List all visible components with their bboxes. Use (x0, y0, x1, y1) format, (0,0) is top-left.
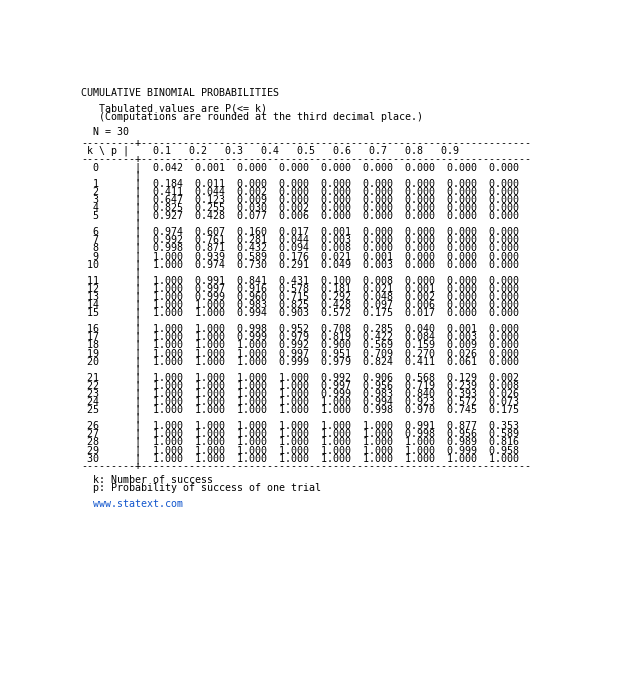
Text: CUMULATIVE BINOMIAL PROBABILITIES: CUMULATIVE BINOMIAL PROBABILITIES (81, 88, 279, 98)
Text: 2      |  0.411  0.044  0.002  0.000  0.000  0.000  0.000  0.000  0.000: 2 | 0.411 0.044 0.002 0.000 0.000 0.000 … (81, 186, 519, 197)
Text: k: Number of success: k: Number of success (81, 475, 213, 485)
Text: 18      |  1.000  1.000  1.000  0.992  0.900  0.569  0.159  0.009  0.000: 18 | 1.000 1.000 1.000 0.992 0.900 0.569… (81, 340, 519, 351)
Text: 24      |  1.000  1.000  1.000  1.000  1.000  0.994  0.923  0.572  0.073: 24 | 1.000 1.000 1.000 1.000 1.000 0.994… (81, 397, 519, 407)
Text: 15      |  1.000  1.000  0.994  0.903  0.572  0.175  0.017  0.000  0.000: 15 | 1.000 1.000 0.994 0.903 0.572 0.175… (81, 308, 519, 318)
Text: 6      |  0.974  0.607  0.160  0.017  0.001  0.000  0.000  0.000  0.000: 6 | 0.974 0.607 0.160 0.017 0.001 0.000 … (81, 227, 519, 237)
Text: 11      |  1.000  0.991  0.841  0.431  0.100  0.008  0.000  0.000  0.000: 11 | 1.000 0.991 0.841 0.431 0.100 0.008… (81, 275, 519, 286)
Text: 13      |  1.000  0.999  0.960  0.715  0.292  0.048  0.002  0.000  0.000: 13 | 1.000 0.999 0.960 0.715 0.292 0.048… (81, 291, 519, 302)
Text: 23      |  1.000  1.000  1.000  1.000  0.999  0.983  0.840  0.393  0.026: 23 | 1.000 1.000 1.000 1.000 0.999 0.983… (81, 388, 519, 399)
Text: 3      |  0.647  0.123  0.009  0.000  0.000  0.000  0.000  0.000  0.000: 3 | 0.647 0.123 0.009 0.000 0.000 0.000 … (81, 195, 519, 205)
Text: 17      |  1.000  1.000  0.999  0.979  0.819  0.422  0.084  0.003  0.000: 17 | 1.000 1.000 0.999 0.979 0.819 0.422… (81, 332, 519, 342)
Text: k \ p |    0.1   0.2   0.3   0.4   0.5   0.6   0.7   0.8   0.9: k \ p | 0.1 0.2 0.3 0.4 0.5 0.6 0.7 0.8 … (81, 146, 459, 157)
Text: |: | (81, 364, 141, 375)
Text: www.statext.com: www.statext.com (81, 499, 183, 509)
Text: Tabulated values are P(<= k): Tabulated values are P(<= k) (81, 104, 267, 114)
Text: (Computations are rounded at the third decimal place.): (Computations are rounded at the third d… (81, 112, 423, 121)
Text: 7      |  0.992  0.761  0.281  0.044  0.003  0.000  0.000  0.000  0.000: 7 | 0.992 0.761 0.281 0.044 0.003 0.000 … (81, 235, 519, 246)
Text: |: | (81, 413, 141, 423)
Text: 16      |  1.000  1.000  0.998  0.952  0.708  0.285  0.040  0.001  0.000: 16 | 1.000 1.000 0.998 0.952 0.708 0.285… (81, 324, 519, 335)
Text: 29      |  1.000  1.000  1.000  1.000  1.000  1.000  1.000  0.999  0.958: 29 | 1.000 1.000 1.000 1.000 1.000 1.000… (81, 445, 519, 455)
Text: 20      |  1.000  1.000  1.000  0.999  0.979  0.824  0.411  0.061  0.000: 20 | 1.000 1.000 1.000 0.999 0.979 0.824… (81, 356, 519, 366)
Text: 22      |  1.000  1.000  1.000  1.000  0.997  0.956  0.719  0.239  0.008: 22 | 1.000 1.000 1.000 1.000 0.997 0.956… (81, 380, 519, 391)
Text: 1      |  0.184  0.011  0.000  0.000  0.000  0.000  0.000  0.000  0.000: 1 | 0.184 0.011 0.000 0.000 0.000 0.000 … (81, 178, 519, 189)
Text: p: Probability of success of one trial: p: Probability of success of one trial (81, 483, 321, 493)
Text: |: | (81, 267, 141, 277)
Text: 4      |  0.825  0.255  0.030  0.002  0.000  0.000  0.000  0.000  0.000: 4 | 0.825 0.255 0.030 0.002 0.000 0.000 … (81, 203, 519, 213)
Text: 5      |  0.927  0.428  0.077  0.006  0.000  0.000  0.000  0.000  0.000: 5 | 0.927 0.428 0.077 0.006 0.000 0.000 … (81, 210, 519, 221)
Text: 25      |  1.000  1.000  1.000  1.000  1.000  0.998  0.970  0.745  0.175: 25 | 1.000 1.000 1.000 1.000 1.000 0.998… (81, 404, 519, 415)
Text: 9      |  1.000  0.939  0.589  0.176  0.021  0.001  0.000  0.000  0.000: 9 | 1.000 0.939 0.589 0.176 0.021 0.001 … (81, 251, 519, 262)
Text: 19      |  1.000  1.000  1.000  0.997  0.951  0.709  0.270  0.026  0.000: 19 | 1.000 1.000 1.000 0.997 0.951 0.709… (81, 348, 519, 359)
Text: ---------+-----------------------------------------------------------------: ---------+------------------------------… (81, 138, 531, 148)
Text: 21      |  1.000  1.000  1.000  1.000  0.992  0.906  0.568  0.129  0.002: 21 | 1.000 1.000 1.000 1.000 0.992 0.906… (81, 373, 519, 383)
Text: 14      |  1.000  1.000  0.983  0.825  0.428  0.097  0.006  0.000  0.000: 14 | 1.000 1.000 0.983 0.825 0.428 0.097… (81, 299, 519, 310)
Text: 28      |  1.000  1.000  1.000  1.000  1.000  1.000  1.000  0.989  0.816: 28 | 1.000 1.000 1.000 1.000 1.000 1.000… (81, 437, 519, 448)
Text: N = 30: N = 30 (81, 127, 129, 137)
Text: 30      |  1.000  1.000  1.000  1.000  1.000  1.000  1.000  1.000  1.000: 30 | 1.000 1.000 1.000 1.000 1.000 1.000… (81, 453, 519, 464)
Text: ---------+-----------------------------------------------------------------: ---------+------------------------------… (81, 461, 531, 471)
Text: 12      |  1.000  0.997  0.916  0.578  0.181  0.021  0.001  0.000  0.000: 12 | 1.000 0.997 0.916 0.578 0.181 0.021… (81, 284, 519, 294)
Text: 10      |  1.000  0.974  0.730  0.291  0.049  0.003  0.000  0.000  0.000: 10 | 1.000 0.974 0.730 0.291 0.049 0.003… (81, 259, 519, 270)
Text: 26      |  1.000  1.000  1.000  1.000  1.000  1.000  0.991  0.877  0.353: 26 | 1.000 1.000 1.000 1.000 1.000 1.000… (81, 421, 519, 431)
Text: |: | (81, 316, 141, 326)
Text: |: | (81, 219, 141, 229)
Text: 0      |  0.042  0.001  0.000  0.000  0.000  0.000  0.000  0.000  0.000: 0 | 0.042 0.001 0.000 0.000 0.000 0.000 … (81, 162, 519, 172)
Text: 27      |  1.000  1.000  1.000  1.000  1.000  1.000  0.998  0.956  0.589: 27 | 1.000 1.000 1.000 1.000 1.000 1.000… (81, 429, 519, 440)
Text: |: | (81, 170, 141, 181)
Text: ---------+-----------------------------------------------------------------: ---------+------------------------------… (81, 154, 531, 164)
Text: 8      |  0.998  0.871  0.432  0.094  0.008  0.000  0.000  0.000  0.000: 8 | 0.998 0.871 0.432 0.094 0.008 0.000 … (81, 243, 519, 253)
